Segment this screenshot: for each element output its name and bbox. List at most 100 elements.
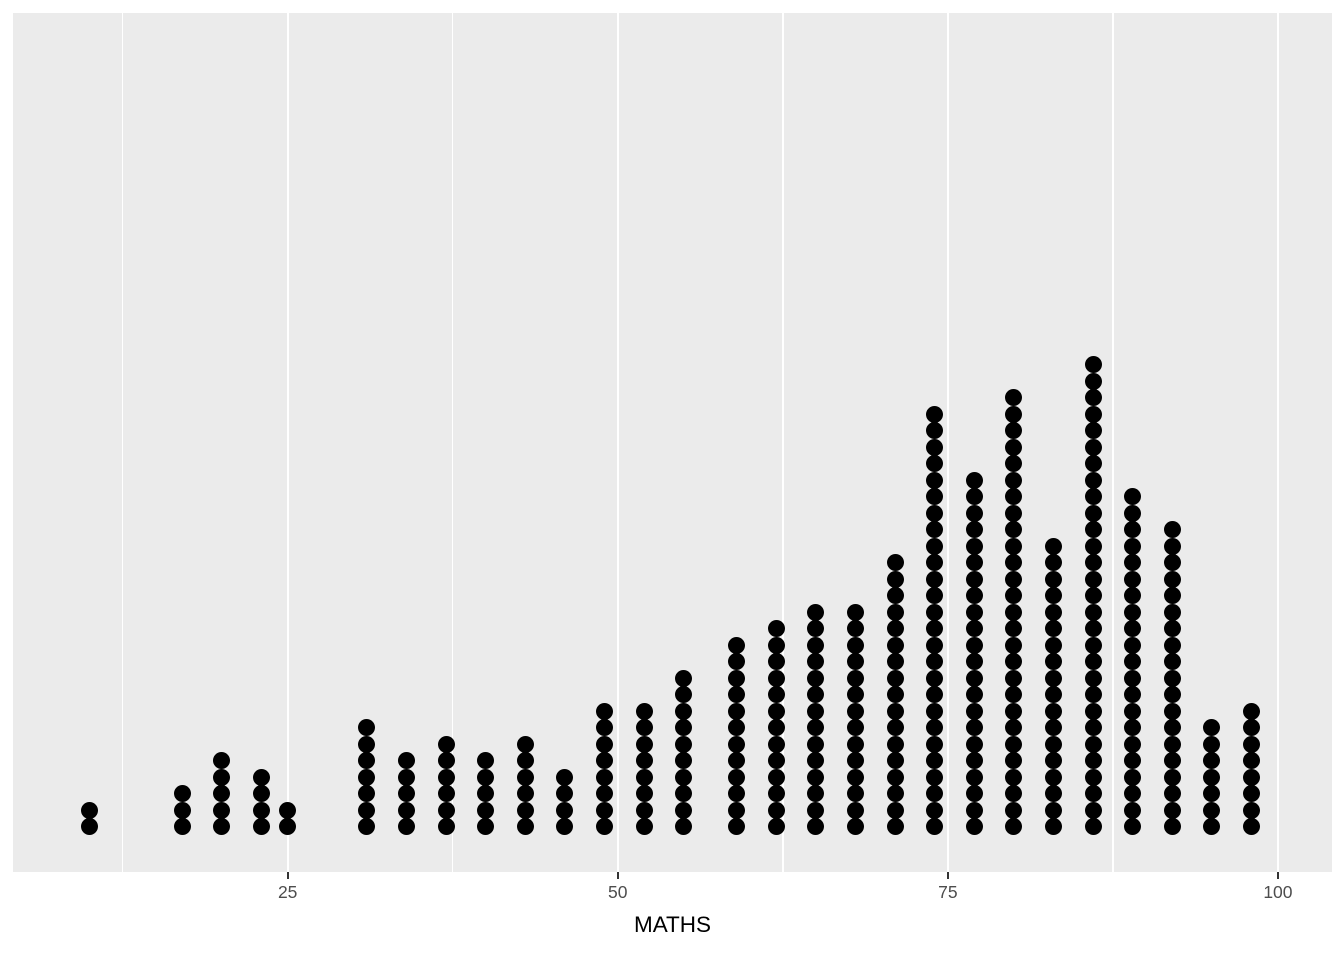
data-dot [926, 702, 944, 720]
data-dot [926, 719, 944, 737]
data-dot [886, 587, 904, 605]
data-dot [886, 636, 904, 654]
data-dot [767, 702, 785, 720]
data-dot [596, 752, 614, 770]
data-dot [1084, 471, 1102, 489]
data-dot [1084, 356, 1102, 374]
data-dot [1163, 768, 1181, 786]
data-dot [1044, 587, 1062, 605]
data-dot [1005, 653, 1023, 671]
data-dot [1005, 669, 1023, 687]
data-dot [675, 801, 693, 819]
data-dot [926, 471, 944, 489]
x-axis-tick-label: 100 [1263, 882, 1293, 902]
data-dot [886, 669, 904, 687]
data-dot [1044, 785, 1062, 803]
data-dot [728, 785, 746, 803]
data-dot [1243, 752, 1261, 770]
data-dot [358, 735, 376, 753]
data-dot [1005, 785, 1023, 803]
data-dot [965, 488, 983, 506]
data-dot [1124, 537, 1142, 555]
data-dot [846, 686, 864, 704]
data-dot [926, 686, 944, 704]
data-dot [767, 785, 785, 803]
data-dot [846, 702, 864, 720]
data-dot [556, 801, 574, 819]
data-dot [1005, 389, 1023, 407]
data-dot [767, 636, 785, 654]
data-dot [1163, 620, 1181, 638]
data-dot [675, 768, 693, 786]
x-axis-tick [946, 872, 949, 879]
minor-gridline [1112, 13, 1114, 872]
data-dot [965, 735, 983, 753]
data-dot [926, 620, 944, 638]
data-dot [1243, 801, 1261, 819]
data-dot [965, 471, 983, 489]
data-dot [477, 801, 495, 819]
major-gridline [946, 13, 950, 872]
data-dot [886, 570, 904, 588]
data-dot [1124, 488, 1142, 506]
data-dot [965, 636, 983, 654]
data-dot [1084, 818, 1102, 836]
data-dot [926, 752, 944, 770]
data-dot [516, 768, 534, 786]
data-dot [926, 669, 944, 687]
data-dot [886, 735, 904, 753]
data-dot [358, 768, 376, 786]
data-dot [596, 735, 614, 753]
data-dot [807, 603, 825, 621]
data-dot [252, 818, 270, 836]
data-dot [556, 818, 574, 836]
data-dot [1163, 603, 1181, 621]
data-dot [1084, 702, 1102, 720]
data-dot [1005, 702, 1023, 720]
data-dot [1124, 620, 1142, 638]
data-dot [1044, 735, 1062, 753]
data-dot [846, 735, 864, 753]
data-dot [1163, 719, 1181, 737]
data-dot [926, 653, 944, 671]
data-dot [926, 785, 944, 803]
data-dot [1163, 653, 1181, 671]
data-dot [1005, 521, 1023, 539]
data-dot [1203, 785, 1221, 803]
data-dot [596, 818, 614, 836]
data-dot [1044, 669, 1062, 687]
data-dot [1084, 801, 1102, 819]
data-dot [516, 785, 534, 803]
data-dot [437, 768, 455, 786]
data-dot [807, 702, 825, 720]
data-dot [1005, 587, 1023, 605]
data-dot [1084, 768, 1102, 786]
data-dot [767, 620, 785, 638]
data-dot [437, 735, 455, 753]
data-dot [1084, 653, 1102, 671]
data-dot [635, 785, 653, 803]
data-dot [1203, 801, 1221, 819]
data-dot [675, 818, 693, 836]
data-dot [926, 587, 944, 605]
data-dot [398, 801, 416, 819]
data-dot [1124, 785, 1142, 803]
data-dot [1005, 818, 1023, 836]
data-dot [767, 752, 785, 770]
data-dot [1005, 554, 1023, 572]
data-dot [807, 735, 825, 753]
data-dot [1084, 537, 1102, 555]
data-dot [1124, 603, 1142, 621]
data-dot [358, 818, 376, 836]
data-dot [279, 818, 297, 836]
data-dot [1124, 669, 1142, 687]
data-dot [1084, 521, 1102, 539]
x-axis-tick-label: 50 [608, 882, 628, 902]
data-dot [1163, 818, 1181, 836]
data-dot [1203, 735, 1221, 753]
data-dot [728, 768, 746, 786]
data-dot [477, 785, 495, 803]
data-dot [635, 719, 653, 737]
data-dot [1124, 570, 1142, 588]
data-dot [767, 801, 785, 819]
